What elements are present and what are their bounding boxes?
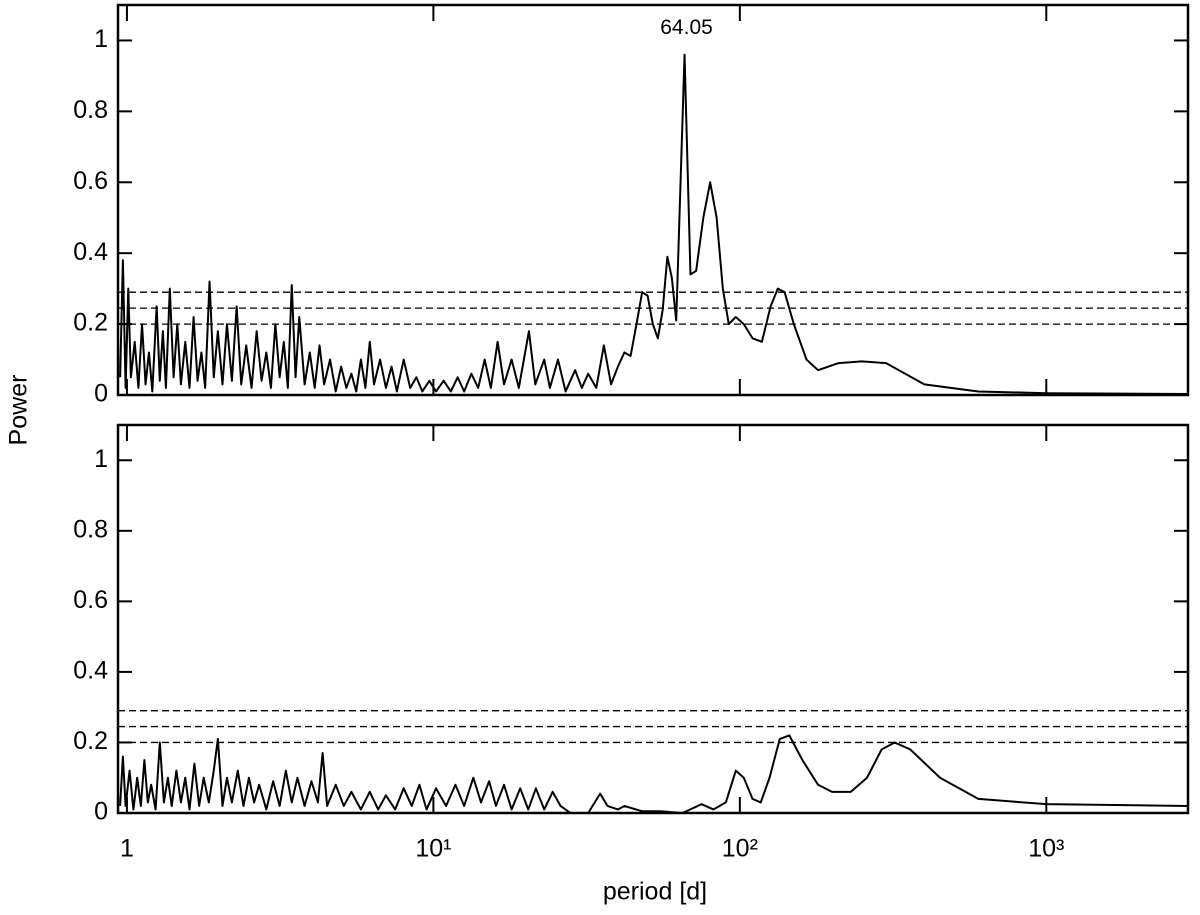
x-tick-label: 10¹: [415, 835, 451, 863]
x-tick-label: 10²: [722, 835, 758, 863]
y-tick-label: 1: [94, 445, 108, 473]
y-tick-label: 0: [94, 380, 108, 408]
y-tick-label: 0.6: [73, 167, 108, 195]
y-tick-label: 0.4: [73, 238, 108, 266]
y-tick-label: 0: [94, 798, 108, 826]
series-line: [119, 734, 1189, 814]
series-line: [119, 53, 1189, 395]
y-tick-label: 0.6: [73, 586, 108, 614]
plot-frame: [116, 3, 1190, 397]
y-tick-label: 0.2: [73, 309, 108, 337]
y-axis-label: Power: [5, 375, 33, 446]
x-tick-label: 1: [120, 835, 134, 863]
plot-frame: [116, 423, 1190, 815]
x-tick-label: 10³: [1028, 835, 1064, 863]
y-tick-label: 0.2: [73, 727, 108, 755]
y-tick-label: 0.4: [73, 657, 108, 685]
y-tick-label: 0.8: [73, 96, 108, 124]
y-tick-label: 0.8: [73, 515, 108, 543]
y-tick-label: 1: [94, 25, 108, 53]
x-axis-label: period [d]: [603, 878, 707, 906]
peak-annotation: 64.05: [660, 16, 713, 39]
